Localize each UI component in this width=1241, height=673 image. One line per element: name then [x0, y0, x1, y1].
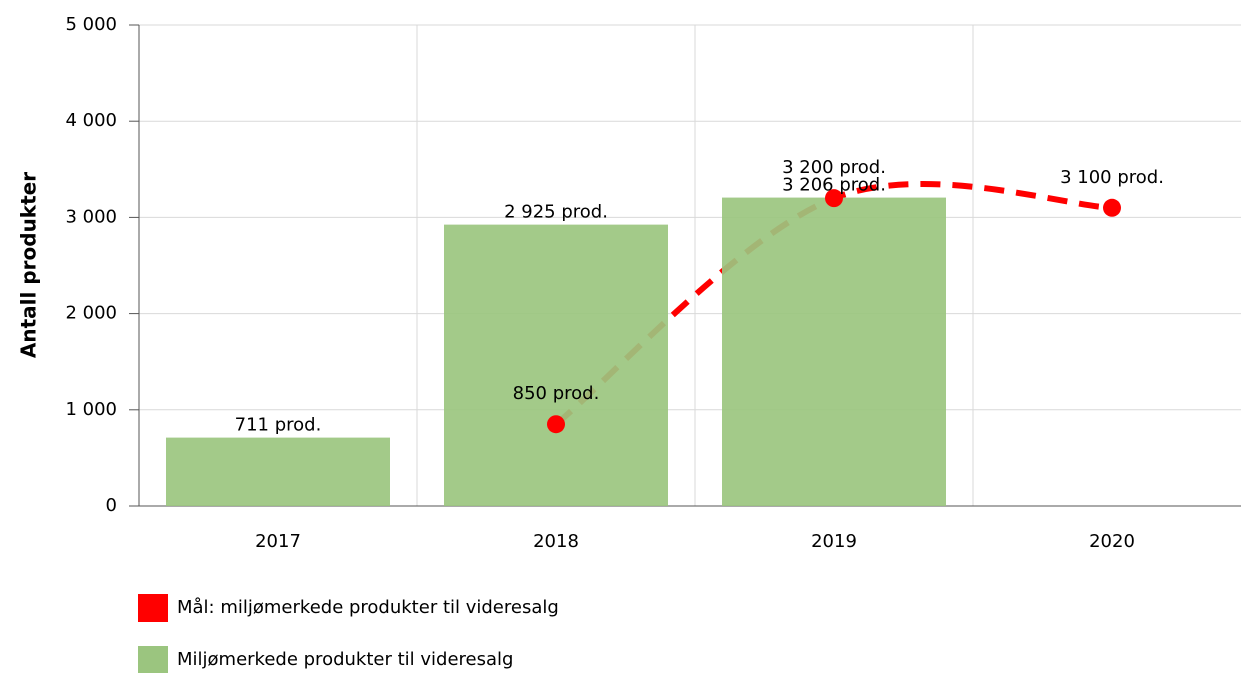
value-label: 3 200 prod. [782, 157, 886, 178]
y-tick-label: 0 [106, 495, 117, 516]
value-label: 850 prod. [513, 383, 600, 404]
target-marker [1103, 198, 1121, 217]
y-axis-title: Antall produkter [17, 172, 41, 358]
target-marker [825, 189, 843, 208]
legend-label: Mål: miljømerkede produkter til videresa… [177, 597, 559, 618]
value-label: 3 206 prod. [782, 175, 886, 196]
y-tick-label: 2 000 [65, 303, 117, 324]
x-tick-label: 2017 [255, 531, 301, 552]
y-tick-label: 5 000 [65, 14, 117, 35]
x-tick-label: 2018 [533, 531, 579, 552]
legend-swatch [138, 646, 168, 673]
target-marker [547, 415, 565, 434]
legend-swatch [138, 594, 168, 622]
legend-label: Miljømerkede produkter til videresalg [177, 649, 513, 670]
x-tick-label: 2020 [1089, 531, 1135, 552]
value-label: 711 prod. [235, 415, 322, 436]
value-label: 3 100 prod. [1060, 167, 1164, 188]
bar [444, 224, 668, 507]
y-tick-label: 4 000 [65, 110, 117, 131]
bar [722, 197, 946, 506]
bar [166, 437, 390, 506]
y-tick-label: 3 000 [65, 206, 117, 227]
value-label: 2 925 prod. [504, 202, 608, 223]
y-tick-label: 1 000 [65, 399, 117, 420]
x-tick-label: 2019 [811, 531, 857, 552]
